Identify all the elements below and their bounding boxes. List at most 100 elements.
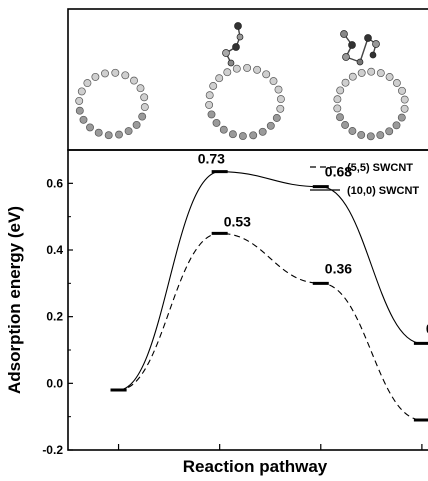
adsorbate-atom — [342, 53, 350, 61]
carbon-atom — [276, 95, 285, 104]
carbon-atom — [392, 79, 401, 87]
nanotube-initial — [75, 68, 149, 140]
carbon-atom — [140, 103, 149, 112]
data-label: 0.73 — [198, 151, 225, 167]
carbon-atom — [400, 95, 409, 104]
carbon-atom — [367, 67, 376, 76]
carbon-atom — [121, 71, 130, 80]
carbon-atom — [205, 91, 214, 100]
carbon-atom — [333, 95, 342, 104]
carbon-atom — [209, 82, 218, 90]
plot-frame — [67, 149, 428, 451]
carbon-atom — [205, 100, 214, 109]
carbon-atom — [77, 87, 86, 96]
carbon-atom — [400, 104, 409, 113]
carbon-atom — [266, 121, 275, 130]
adsorbate-intermediate — [222, 22, 244, 67]
carbon-atom — [79, 115, 88, 124]
series-line-swcnt-5-5 — [118, 232, 422, 421]
carbon-atom — [228, 130, 237, 139]
adsorbate-atom — [236, 33, 244, 41]
carbon-atom — [397, 113, 406, 122]
adsorbate-atom — [232, 43, 240, 51]
carbon-atom — [366, 132, 375, 141]
x-axis-ticks — [117, 444, 423, 450]
carbon-atom — [207, 110, 216, 119]
carbon-atom — [111, 68, 120, 77]
nanotube-intermediate — [205, 63, 285, 141]
carbon-atom — [223, 68, 232, 77]
adsorbate-final — [340, 30, 380, 66]
adsorbate-atom — [364, 34, 372, 42]
adsorbate-atom — [227, 59, 235, 67]
carbon-atom — [398, 86, 406, 95]
carbon-atom — [348, 127, 357, 135]
carbon-atom — [132, 120, 141, 129]
carbon-atom — [94, 128, 103, 137]
data-labels: 0.530.36-0.100.730.680.16 — [198, 151, 428, 337]
carbon-atom — [376, 69, 385, 78]
carbon-atom — [124, 127, 133, 136]
x-axis-title: Reaction pathway — [183, 457, 328, 476]
data-label: 0.68 — [325, 164, 352, 180]
carbon-atom — [336, 86, 345, 95]
y-axis-ticks: -0.2 0.0 0.2 0.4 0.6 — [42, 176, 73, 457]
data-label: 0.53 — [224, 213, 251, 229]
series-line-swcnt-10-0 — [118, 171, 422, 391]
carbon-atom — [348, 72, 357, 81]
carbon-atom — [91, 72, 100, 81]
carbon-atom — [341, 121, 350, 129]
carbon-atom — [357, 130, 366, 139]
carbon-atom — [276, 104, 285, 113]
carbon-atom — [75, 106, 84, 115]
y-axis-title: Adsorption energy (eV) — [5, 206, 24, 394]
legend-label: (5,5) SWCNT — [347, 162, 413, 174]
adsorbate-atom — [372, 40, 380, 48]
carbon-atom — [333, 104, 342, 113]
carbon-atom — [336, 113, 344, 122]
carbon-atom — [83, 79, 92, 88]
carbon-atom — [138, 112, 147, 121]
adsorbate-atom — [348, 41, 356, 49]
adsorbate-bond — [359, 37, 369, 63]
carbon-atom — [272, 114, 281, 122]
carbon-atom — [385, 73, 394, 81]
carbon-atom — [115, 130, 123, 139]
carbon-atom — [262, 70, 271, 79]
carbon-atom — [243, 63, 252, 72]
carbon-atom — [232, 64, 241, 73]
axes — [67, 149, 428, 451]
nanotube-structures — [67, 8, 428, 151]
carbon-atom — [253, 65, 262, 74]
legend: (5,5) SWCNT (10,0) SWCNT — [310, 162, 419, 197]
y-tick-label: 0.4 — [46, 243, 63, 257]
carbon-atom — [341, 78, 350, 87]
adsorbate-atom — [234, 22, 242, 30]
carbon-atom — [219, 125, 228, 134]
carbon-atom — [212, 118, 221, 127]
adsorbate-atom — [222, 49, 230, 57]
adsorbate-atom — [340, 30, 348, 38]
y-tick-label: -0.2 — [42, 443, 63, 457]
nanotube-final — [333, 67, 409, 141]
carbon-atom — [258, 127, 267, 136]
y-tick-label: 0.0 — [46, 376, 63, 390]
carbon-atom — [104, 131, 113, 140]
carbon-atom — [238, 132, 247, 141]
carbon-atom — [101, 69, 109, 78]
carbon-atom — [376, 131, 385, 140]
data-label: 0.16 — [426, 320, 428, 336]
carbon-atom — [86, 123, 94, 132]
carbon-atom — [269, 77, 278, 86]
carbon-atom — [136, 84, 145, 93]
series-layer — [110, 170, 428, 422]
data-label: 0.36 — [325, 260, 352, 276]
legend-label: (10,0) SWCNT — [347, 185, 419, 197]
carbon-atom — [75, 96, 84, 105]
y-tick-label: 0.6 — [46, 176, 63, 190]
carbon-atom — [385, 127, 394, 136]
carbon-atom — [130, 76, 138, 85]
structure-panel-frame — [67, 8, 428, 151]
